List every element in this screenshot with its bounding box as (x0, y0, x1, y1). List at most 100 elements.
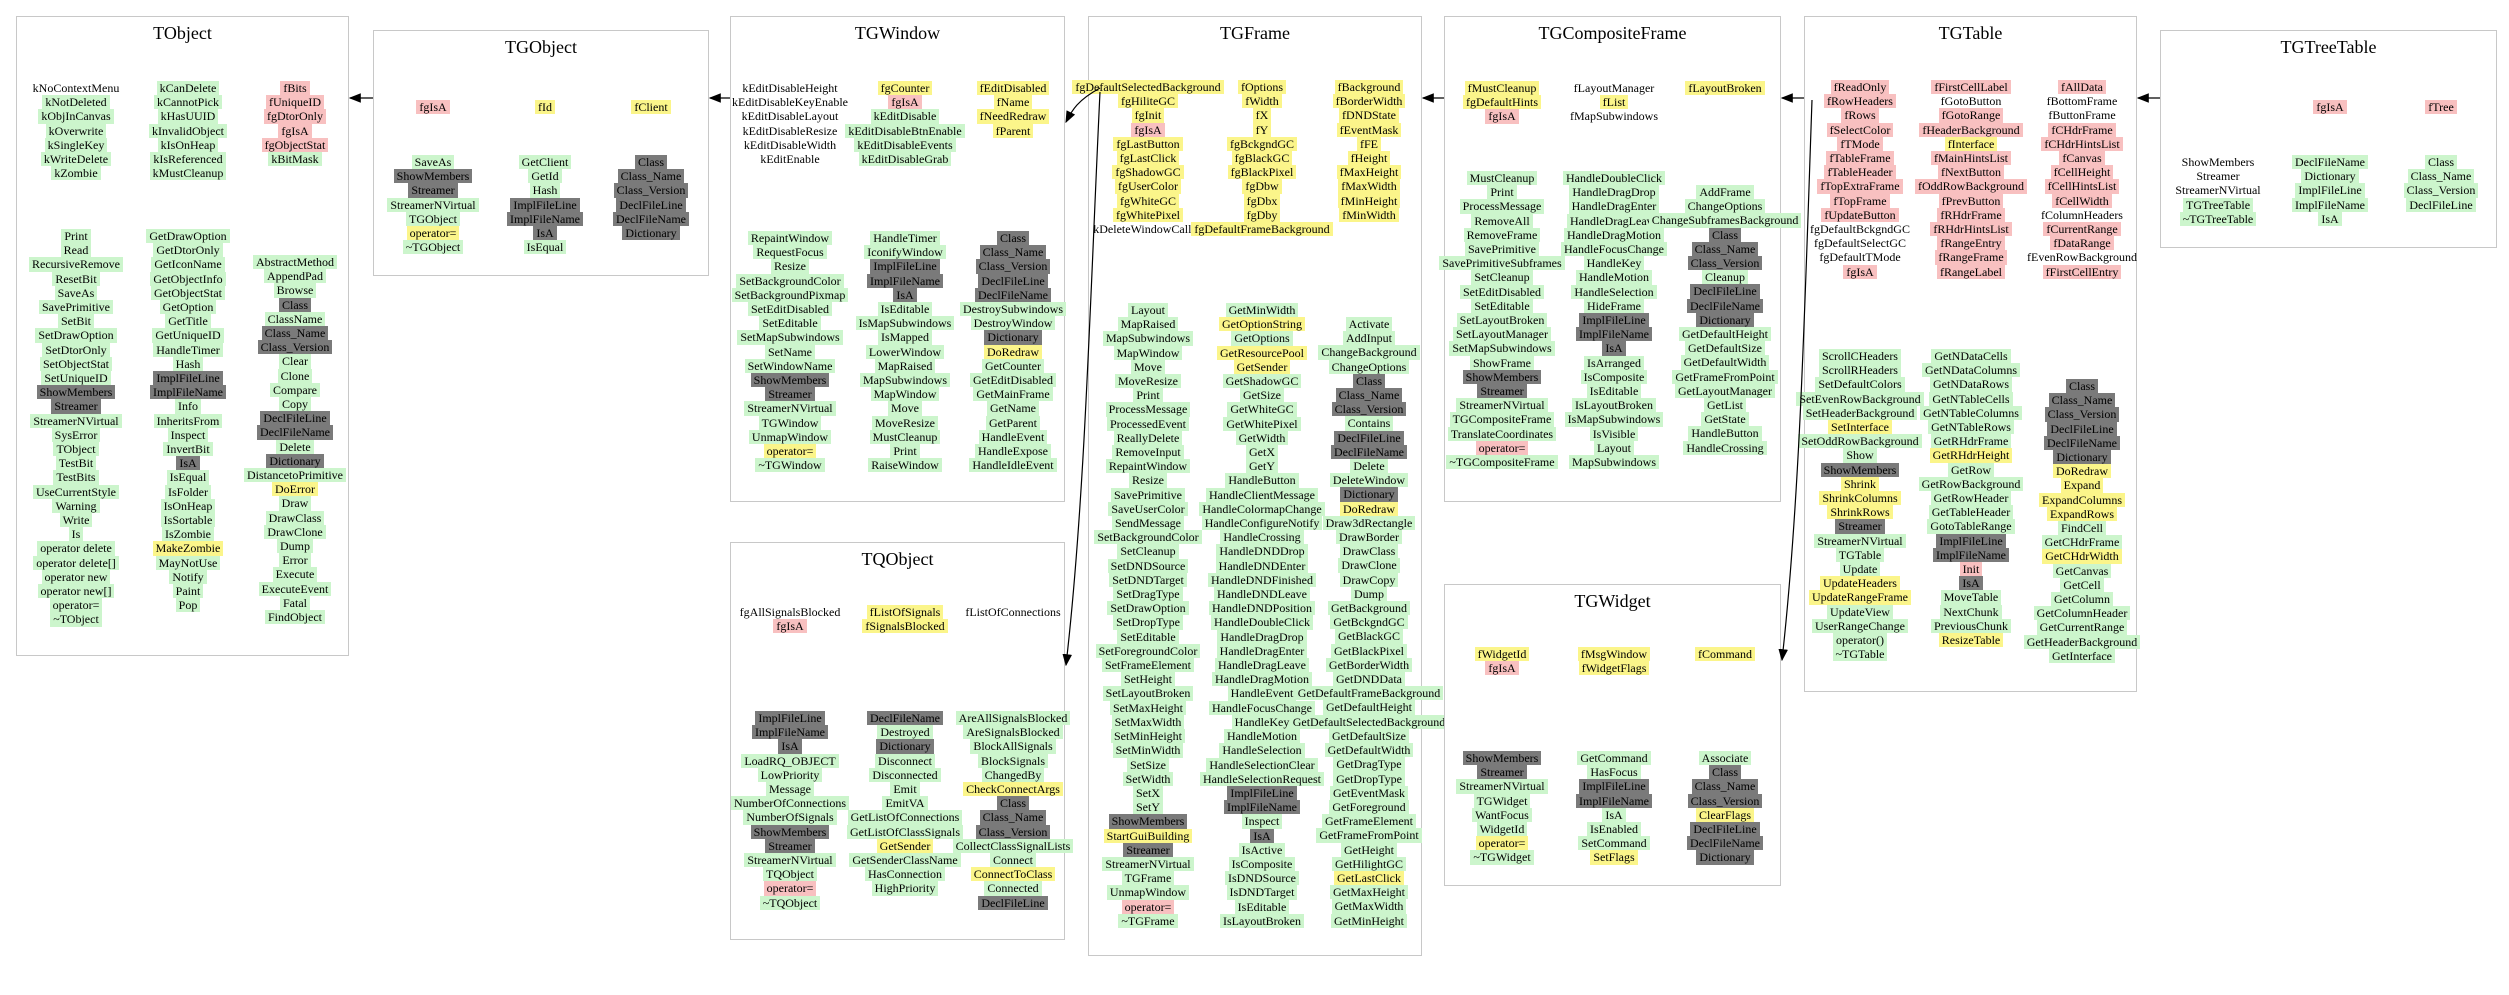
class-member: kEditDisableEvents (854, 137, 956, 153)
class-member: GetOptionString (1219, 317, 1305, 332)
class-member: HandleEvent (1227, 686, 1297, 701)
class-member: fMainHintsList (1931, 151, 2011, 166)
class-member: DeclFileLine (978, 273, 1048, 288)
class-member: GetDefaultHeight (1679, 327, 1771, 342)
class-member: Emit (890, 782, 920, 797)
class-member: Browse (273, 283, 317, 298)
method-column: ImplFileLine ImplFileName IsA LoadRQ_OBJECT… (731, 711, 849, 910)
class-member: fgDby (1243, 207, 1281, 223)
class-member: WantFocus (1472, 807, 1532, 823)
class-member: GetDefaultSelectedBackground (1289, 714, 1449, 729)
method-column: GetDrawOption GetDtorOnly GetIconName GetOb… (133, 229, 243, 613)
member-column: fgIsA (2275, 100, 2385, 115)
member-column: fAllData fBottomFrame fButtonFrame fCHdrFra… (2027, 80, 2137, 279)
class-member: Class_Version (975, 824, 1051, 839)
class-member: Dump (277, 539, 313, 554)
class-box-tgobject: TGObject fgIsA fId fClient SaveAs ShowMem… (373, 30, 709, 276)
class-member: SetSize (1127, 757, 1169, 772)
class-member: Class_Version (2044, 407, 2120, 422)
class-member: ImplFileName (752, 725, 828, 740)
member-column: fFirstCellLabel fGotoButton fGotoRange fHea… (1915, 80, 2027, 279)
class-member: ProcessedEvent (1107, 416, 1189, 431)
class-member: Dictionary (622, 226, 680, 241)
class-member: ~TGCompositeFrame (1446, 455, 1558, 470)
class-member: GetFrameElement (1322, 814, 1416, 829)
class-member: IsLayoutBroken (1572, 398, 1656, 413)
class-member: MapWindow (1113, 345, 1183, 360)
class-member: BlockSignals (977, 753, 1048, 768)
class-member: Class_Name (2048, 393, 2116, 408)
class-member: IsEqual (166, 470, 210, 485)
class-member: ShowMembers (393, 169, 473, 184)
class-member: DeclFileLine (1334, 430, 1404, 445)
class-member: fCanvas (2059, 151, 2105, 166)
class-member: Print (890, 444, 920, 459)
class-member: IsEqual (523, 240, 567, 255)
class-member: TGTreeTable (2182, 197, 2254, 212)
class-member: SysError (51, 427, 101, 443)
class-member: NextChunk (1940, 604, 2002, 619)
class-box-tgtreetable: TGTreeTable fgIsA fTree ShowMembers Strea… (2160, 30, 2497, 248)
member-column: fBits fUniqueID fgDtorOnly fgIsA fgObjectSta… (245, 81, 345, 167)
class-member: StreamerNVirtual (1456, 779, 1548, 794)
class-member: GetFrameFromPoint (1672, 369, 1778, 384)
class-member: fTopExtraFrame (1817, 179, 1903, 194)
class-member: fgIsA (773, 619, 807, 634)
member-column: fTree (2387, 100, 2495, 115)
class-member: MoveTable (1940, 590, 2002, 605)
class-member: Class_Version (1687, 256, 1763, 271)
class-member: ~TObject (50, 612, 102, 627)
class-member: kIsReferenced (150, 152, 226, 167)
class-member: ~TGObject (402, 240, 464, 255)
class-member: SetMinHeight (1111, 729, 1185, 744)
class-member: GetNDataRows (1930, 377, 2012, 392)
class-member: HandleTimer (153, 342, 223, 357)
class-member: ChangeOptions (1684, 199, 1766, 214)
member-column: fClient (598, 100, 704, 115)
class-member: GetHeaderBackground (2023, 634, 2141, 649)
class-member: Class (2065, 379, 2098, 394)
class-member: Streamer (1477, 384, 1527, 399)
class-member: DeclFileName (1687, 298, 1763, 313)
class-member: GetHilightGC (1332, 856, 1406, 871)
class-member: IsDNDSource (1225, 871, 1299, 886)
class-member: Hash (529, 183, 561, 198)
class-member: ImplFileName (1224, 800, 1300, 815)
class-member: ClassName (264, 311, 326, 327)
class-member: fGotoRange (1938, 108, 2004, 123)
class-member: GetNTableColumns (1920, 405, 2022, 421)
class-member: kDeleteWindowCalled (1093, 222, 1203, 237)
class-member: HandleSelectionRequest (1200, 771, 1324, 786)
class-member: DistancetoPrimitive (244, 468, 346, 483)
class-member: fgDtorOnly (264, 109, 326, 124)
class-member: SavePrimitive (39, 300, 113, 315)
class-member: kCannotPick (154, 95, 222, 110)
class-member: fFirstCellEntry (2042, 264, 2122, 279)
class-member: Dictionary (1696, 850, 1754, 865)
class-member: fSignalsBlocked (862, 619, 948, 634)
class-member: Dictionary (2301, 169, 2359, 184)
class-member: ~TGWindow (755, 458, 825, 473)
class-member: RepaintWindow (1105, 459, 1191, 474)
class-member: HandleDNDEnter (1215, 558, 1309, 573)
class-member: IsComposite (1228, 856, 1296, 872)
class-member: GetColumn (2051, 592, 2113, 607)
class-member: DeclFileName (2292, 155, 2368, 170)
class-member: fgBlackGC (1231, 151, 1293, 166)
class-member: fX (1252, 108, 1272, 123)
class-member: SetLayoutManager (1453, 327, 1551, 342)
class-member: DeclFileName (867, 711, 943, 726)
class-member: Dictionary (984, 330, 1042, 345)
class-member: ScrollCHeaders (1819, 349, 1901, 364)
class-member: Draw3dRectangle (1322, 515, 1416, 531)
class-member: SetDNDSource (1107, 558, 1189, 573)
class-member: fMustCleanup (1464, 81, 1540, 96)
class-member: SetLayoutBroken (1456, 313, 1548, 328)
class-member: GetBlackPixel (1331, 643, 1407, 658)
class-member: operator delete (37, 541, 115, 556)
class-member: fRangeEntry (1937, 236, 2005, 251)
class-member: kEditDisableBtnEnable (845, 123, 965, 138)
class-member: Class_Version (2403, 183, 2479, 198)
class-member: AddFrame (1696, 185, 1754, 200)
class-member: HandleMotion (1576, 270, 1652, 285)
